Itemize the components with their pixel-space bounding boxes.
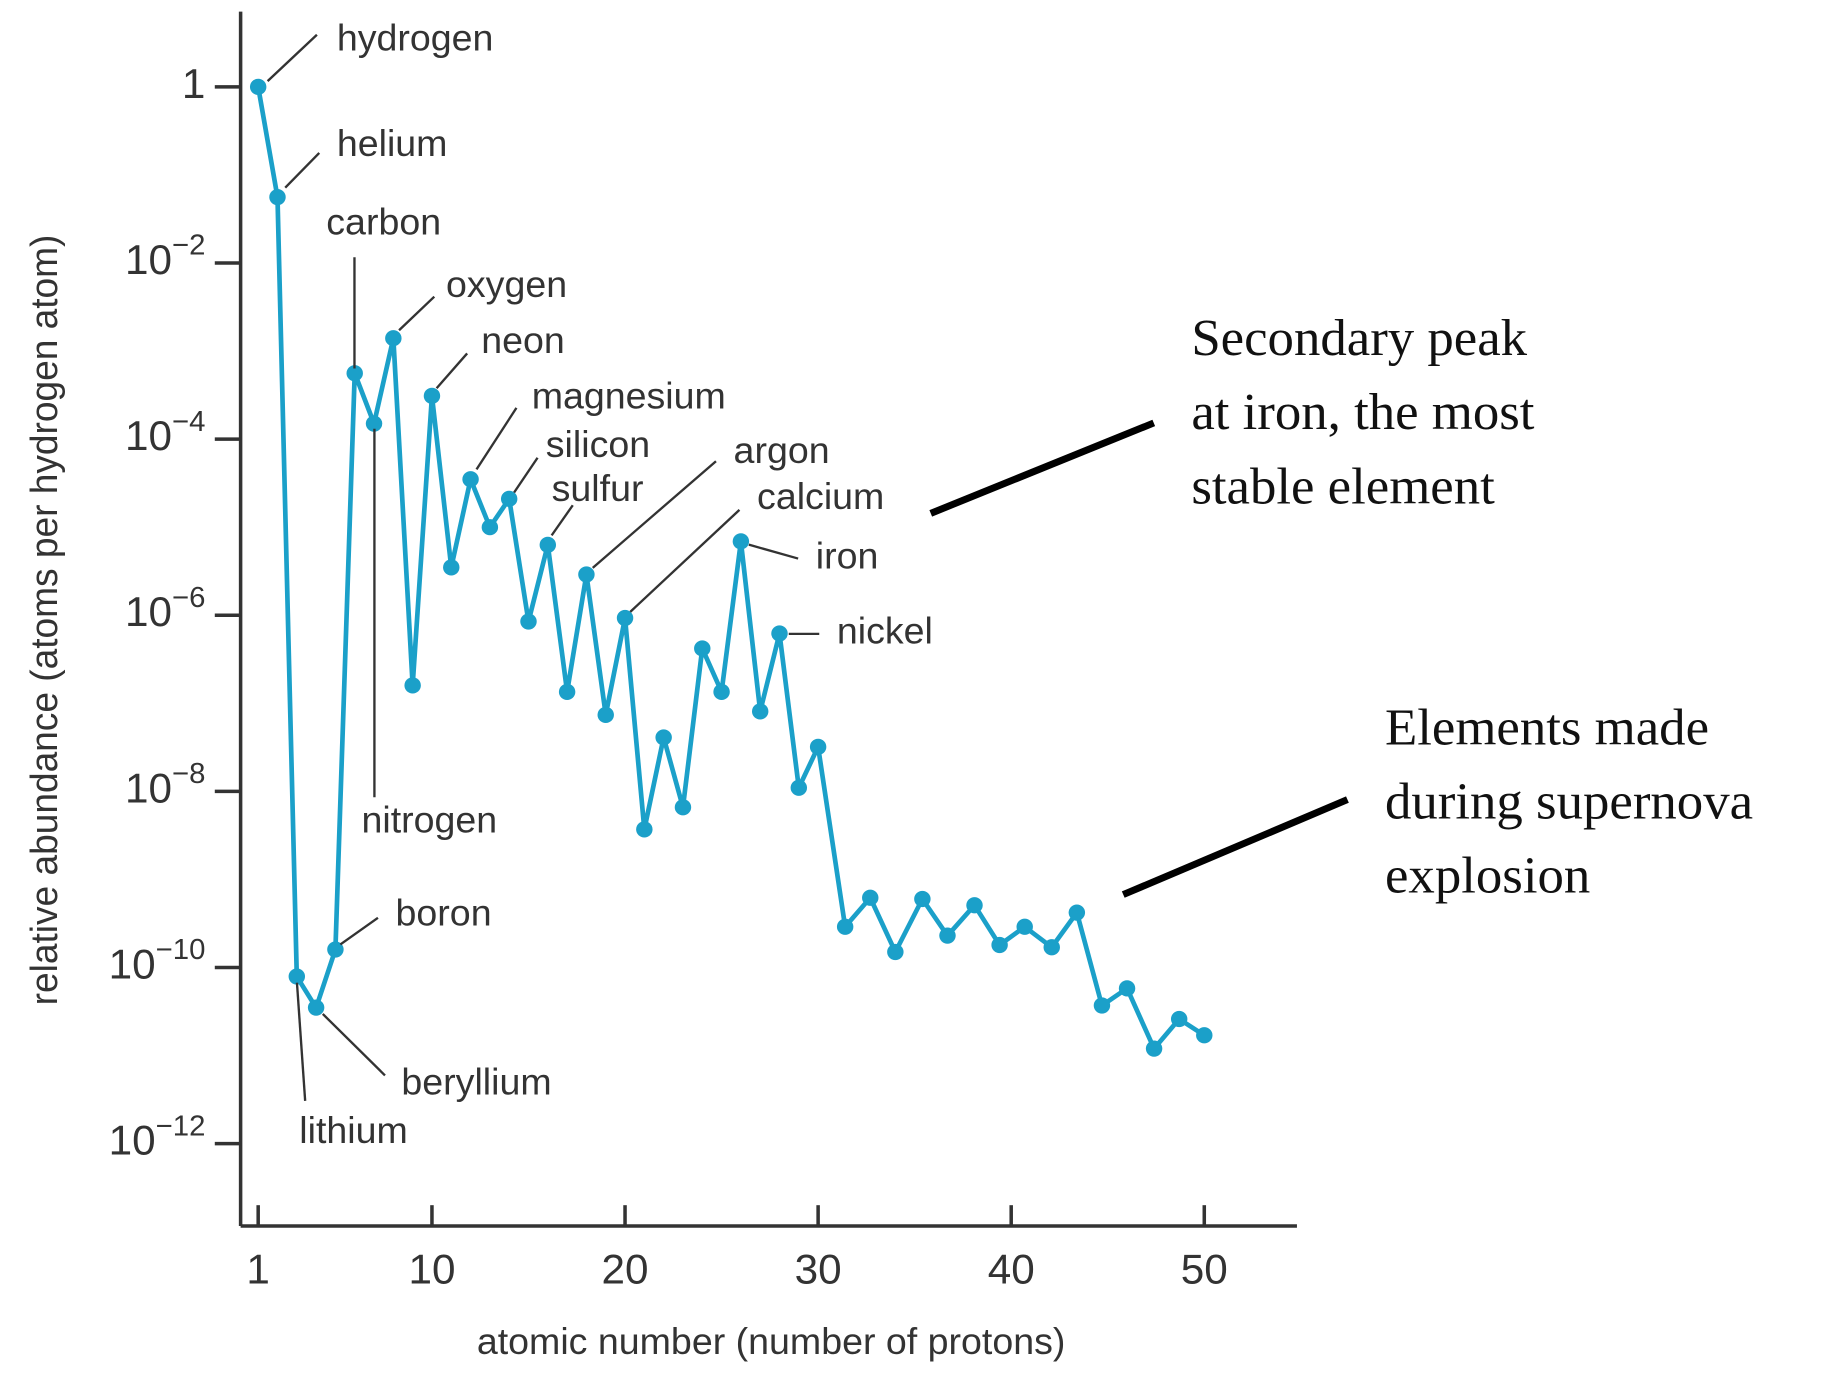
data-point	[462, 471, 479, 488]
y-tick-label: 10−4	[125, 406, 205, 459]
x-tick-label: 30	[795, 1246, 842, 1293]
data-point	[771, 625, 788, 642]
x-tick-label: 40	[988, 1246, 1035, 1293]
note-text: Secondary peak	[1191, 309, 1528, 367]
data-point	[694, 640, 711, 657]
y-tick-label: 10−8	[125, 758, 205, 811]
note-text: explosion	[1385, 847, 1590, 905]
data-point	[966, 897, 983, 914]
data-point	[616, 609, 634, 627]
element-label: sulfur	[552, 467, 644, 509]
data-point	[443, 559, 460, 576]
element-label: iron	[816, 535, 879, 577]
note-pointer	[929, 419, 1156, 517]
element-label: hydrogen	[337, 17, 494, 59]
data-point	[327, 941, 344, 958]
y-axis-title: relative abundance (atoms per hydrogen a…	[23, 235, 65, 1006]
leader-line	[295, 982, 307, 1101]
leader-line	[748, 543, 799, 560]
data-point	[520, 613, 537, 630]
data-point	[836, 918, 854, 935]
leader-line	[550, 504, 574, 537]
note-text: stable element	[1191, 458, 1495, 516]
data-point	[713, 683, 730, 700]
data-point	[1196, 1027, 1213, 1044]
note-text: Elements made	[1385, 699, 1709, 757]
data-point	[346, 365, 363, 382]
data-point	[1118, 980, 1136, 997]
data-point	[636, 821, 653, 838]
note-text: at iron, the most	[1191, 383, 1535, 441]
data-point	[404, 677, 421, 694]
data-point	[732, 533, 750, 550]
y-tick-label: 10−2	[125, 230, 205, 283]
x-axis-title: atomic number (number of protons)	[477, 1320, 1066, 1362]
leader-line	[629, 509, 741, 613]
data-point	[1093, 997, 1111, 1014]
leader-line	[284, 152, 321, 189]
data-point	[558, 683, 576, 700]
element-label: neon	[481, 319, 565, 361]
note-pointer	[1121, 796, 1349, 898]
data-point	[914, 890, 931, 908]
data-point	[991, 936, 1008, 954]
data-point	[655, 729, 672, 746]
element-label: nickel	[837, 610, 933, 652]
data-point	[269, 189, 286, 206]
data-point	[1170, 1010, 1188, 1028]
y-tick-label: 10−10	[109, 934, 206, 987]
leader-line	[475, 407, 518, 470]
y-tick-label: 10−6	[125, 582, 205, 635]
data-point	[939, 927, 956, 944]
leader-line	[435, 352, 469, 389]
note-text: during supernova	[1385, 773, 1753, 831]
data-point	[423, 387, 441, 404]
data-point	[751, 703, 769, 720]
element-label: boron	[396, 891, 492, 933]
leader-line	[321, 1013, 386, 1077]
data-point	[1068, 904, 1086, 921]
element-label: oxygen	[446, 263, 567, 305]
data-point	[790, 779, 808, 796]
data-point	[809, 738, 827, 756]
data-point	[481, 519, 499, 536]
element-label: lithium	[299, 1109, 408, 1151]
y-tick-label: 1	[182, 60, 205, 107]
leader-line	[398, 295, 436, 332]
element-label: calcium	[757, 475, 884, 517]
leader-line	[266, 33, 318, 82]
element-label: beryllium	[401, 1061, 551, 1103]
data-point	[887, 943, 904, 961]
data-point	[1016, 918, 1033, 935]
data-point	[288, 968, 306, 985]
data-point	[597, 706, 614, 723]
y-tick-label: 10−12	[109, 1110, 206, 1163]
element-label: nitrogen	[362, 799, 498, 841]
data-point	[365, 415, 383, 432]
data-point	[862, 889, 879, 906]
element-label: magnesium	[532, 375, 726, 417]
data-point	[674, 799, 692, 816]
leader-line	[339, 916, 379, 946]
data-point	[1145, 1040, 1163, 1057]
leader-line	[513, 457, 539, 494]
data-point	[249, 78, 267, 95]
data-point	[500, 490, 518, 507]
element-label: carbon	[326, 201, 441, 243]
x-tick-label: 1	[246, 1246, 269, 1293]
data-point	[385, 330, 402, 347]
x-tick-label: 50	[1181, 1246, 1228, 1293]
data-point	[307, 999, 325, 1016]
data-point	[539, 536, 557, 553]
x-tick-label: 10	[408, 1246, 455, 1293]
element-label: silicon	[546, 423, 650, 465]
element-label: helium	[337, 122, 448, 164]
element-label: argon	[734, 429, 830, 471]
x-tick-label: 20	[602, 1246, 649, 1293]
data-point	[1043, 939, 1060, 956]
data-point	[578, 566, 595, 583]
leader-line	[591, 460, 717, 569]
